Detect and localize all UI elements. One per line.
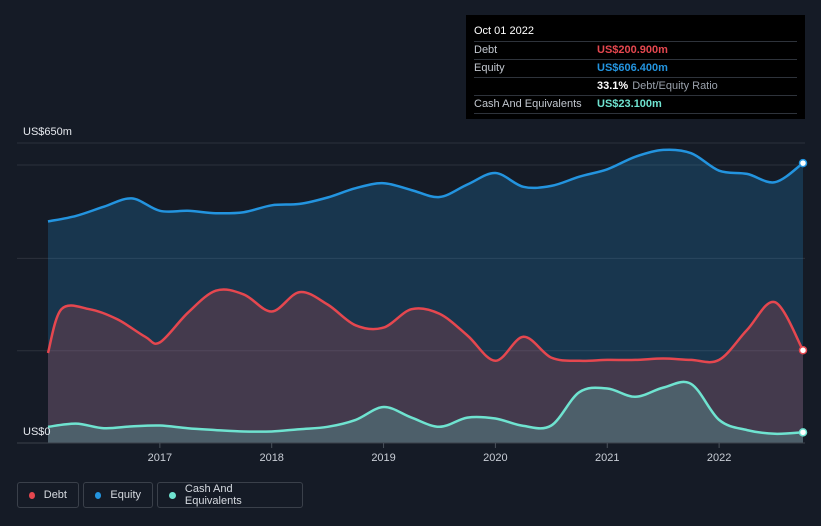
tooltip-row-cash: Cash And Equivalents US$23.100m [474, 95, 797, 114]
x-tick-label: 2019 [371, 452, 395, 464]
tooltip-cash-label: Cash And Equivalents [474, 98, 582, 110]
tooltip-debt-value: US$200.900m [597, 44, 668, 56]
tooltip-equity-value: US$606.400m [597, 62, 668, 74]
tooltip-row-equity: Equity US$606.400m [474, 59, 797, 77]
tooltip-date: Oct 01 2022 [474, 25, 534, 37]
equity-area [48, 149, 803, 443]
tooltip-debt-label: Debt [474, 44, 498, 56]
series-lines [46, 148, 805, 436]
cash-line [47, 380, 804, 436]
y-axis-top-label: US$650m [23, 126, 72, 138]
x-tick-label: 2020 [483, 452, 507, 464]
series-areas [48, 149, 803, 443]
debt-area [48, 289, 803, 443]
tooltip-ratio-value: 33.1% [597, 80, 629, 92]
legend-item-equity[interactable]: Equity [83, 482, 153, 508]
legend-equity-label: Equity [110, 489, 141, 501]
chart-legend: Debt Equity Cash And Equivalents [17, 482, 307, 510]
x-tick-label: 2018 [259, 452, 283, 464]
x-axis-ticks: 2017 2018 2019 2020 2021 2022 [148, 443, 731, 464]
debt-dot-icon [29, 491, 35, 499]
data-tooltip: Oct 01 2022 Debt US$200.900m Equity US$6… [466, 15, 805, 119]
equity-endpoint [798, 158, 808, 168]
tooltip-ratio-spacer [474, 78, 597, 95]
tooltip-row-debt: Debt US$200.900m [474, 41, 797, 59]
series-endpoints [798, 158, 808, 437]
debt-endpoint [798, 346, 808, 355]
x-tick-label: 2021 [595, 452, 619, 464]
gridlines [17, 142, 805, 352]
legend-item-cash[interactable]: Cash And Equivalents [157, 482, 303, 508]
equity-dot-icon [95, 491, 102, 499]
legend-debt-label: Debt [43, 489, 67, 501]
x-tick-label: 2017 [148, 452, 172, 464]
legend-item-debt[interactable]: Debt [17, 482, 79, 508]
x-tick-label: 2022 [707, 452, 731, 464]
debt-line [46, 288, 805, 364]
tooltip-row-ratio: 33.1% Debt/Equity Ratio [474, 77, 797, 95]
y-axis-bottom-label: US$0 [23, 426, 51, 438]
tooltip-ratio-label: Debt/Equity Ratio [632, 80, 718, 92]
equity-line [47, 148, 804, 223]
cash-dot-icon [169, 491, 176, 499]
tooltip-equity-label: Equity [474, 62, 505, 74]
cash-endpoint [798, 428, 808, 437]
tooltip-cash-value: US$23.100m [597, 98, 662, 110]
cash-area [48, 381, 803, 443]
legend-cash-label: Cash And Equivalents [184, 483, 242, 507]
